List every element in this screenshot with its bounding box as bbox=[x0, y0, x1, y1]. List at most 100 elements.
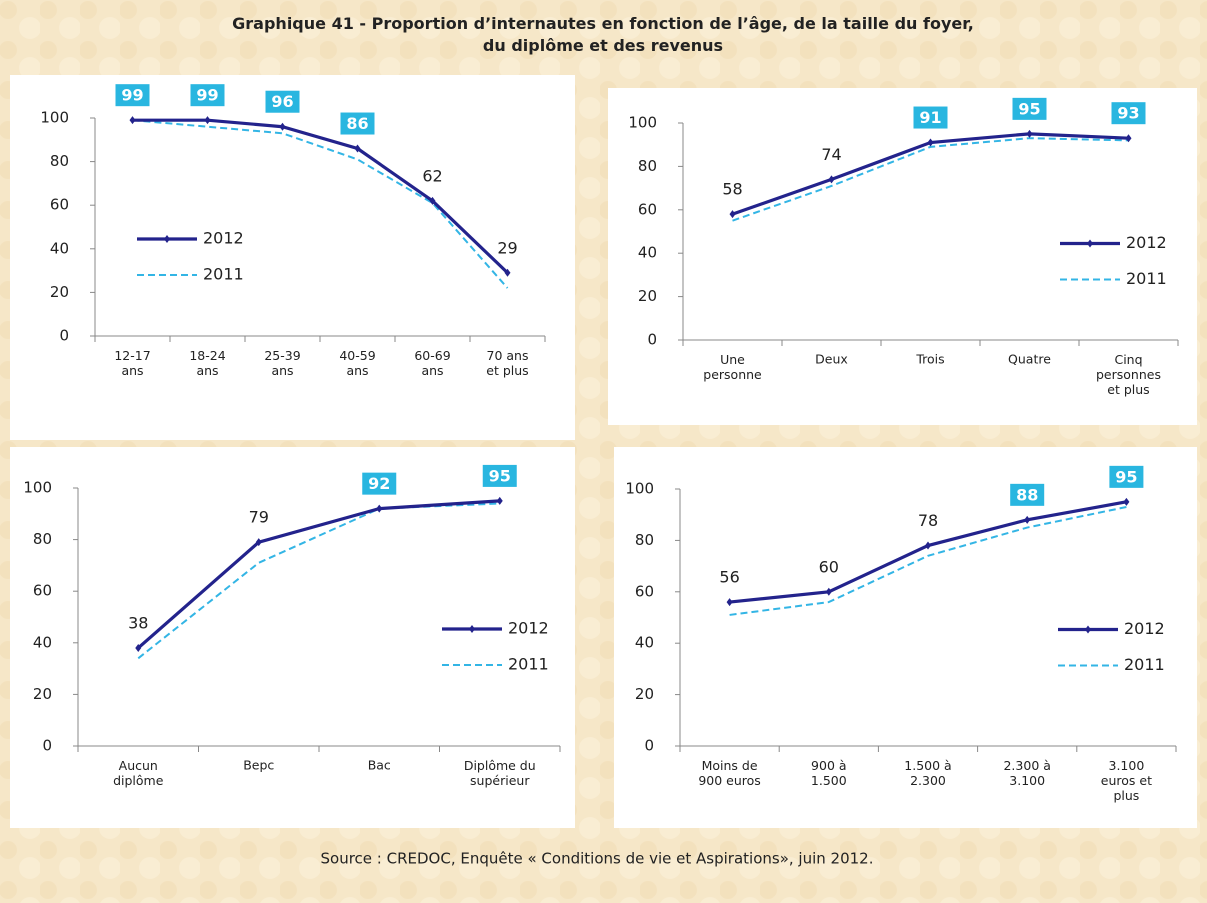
data-label: 58 bbox=[722, 180, 742, 199]
marker bbox=[129, 116, 136, 125]
legend-label: 2011 bbox=[1124, 655, 1165, 674]
data-label: 99 bbox=[121, 86, 143, 105]
y-tick-label: 100 bbox=[628, 114, 657, 132]
series-line bbox=[729, 506, 1127, 616]
y-tick-label: 100 bbox=[625, 480, 654, 498]
x-tick-label: Aucun diplôme bbox=[113, 758, 164, 788]
label-box bbox=[482, 464, 517, 487]
panel bbox=[10, 447, 575, 828]
data-label: 88 bbox=[1016, 485, 1038, 504]
y-tick-label: 100 bbox=[23, 479, 52, 497]
x-tick-label: Trois bbox=[915, 352, 944, 367]
label-box bbox=[265, 90, 300, 113]
data-label: 62 bbox=[422, 166, 442, 185]
label-box bbox=[1012, 97, 1047, 120]
legend-marker bbox=[1085, 625, 1091, 634]
x-tick-label: 2.300 à 3.100 bbox=[1003, 758, 1050, 788]
legend-label: 2012 bbox=[203, 229, 244, 248]
y-tick-label: 80 bbox=[33, 530, 52, 548]
marker bbox=[927, 138, 934, 147]
x-tick-label: Bepc bbox=[243, 758, 274, 773]
label-box bbox=[190, 84, 225, 107]
legend-label: 2011 bbox=[508, 655, 549, 674]
figure-title: Graphique 41 - Proportion d’internautes … bbox=[232, 14, 974, 55]
legend-marker bbox=[1087, 239, 1093, 248]
label-box bbox=[362, 472, 397, 495]
x-tick-label: 18-24 ans bbox=[189, 348, 225, 378]
data-label: 95 bbox=[1115, 467, 1137, 486]
marker bbox=[729, 210, 736, 219]
x-tick-label: 60-69 ans bbox=[414, 348, 450, 378]
x-tick-label: 1.500 à 2.300 bbox=[904, 758, 951, 788]
y-tick-label: 60 bbox=[33, 582, 52, 600]
data-label: 29 bbox=[497, 238, 517, 257]
y-tick-label: 0 bbox=[59, 327, 69, 345]
x-tick-label: 12-17 ans bbox=[114, 348, 150, 378]
y-tick-label: 40 bbox=[635, 634, 654, 652]
marker bbox=[828, 175, 835, 184]
x-tick-label: 40-59 ans bbox=[339, 348, 375, 378]
y-tick-label: 60 bbox=[635, 582, 654, 600]
y-tick-label: 40 bbox=[50, 239, 69, 257]
x-tick-label: Diplôme du supérieur bbox=[464, 758, 536, 788]
data-label: 95 bbox=[1018, 99, 1040, 118]
data-label: 92 bbox=[368, 474, 390, 493]
label-box bbox=[1111, 102, 1146, 125]
legend-label: 2012 bbox=[1124, 619, 1165, 638]
legend-marker bbox=[164, 235, 170, 243]
y-tick-label: 80 bbox=[638, 157, 657, 175]
label-box bbox=[340, 112, 375, 135]
marker bbox=[726, 598, 733, 607]
data-label: 95 bbox=[489, 466, 511, 485]
y-tick-label: 0 bbox=[647, 331, 657, 349]
marker bbox=[1024, 515, 1031, 524]
legend-label: 2012 bbox=[508, 619, 549, 638]
y-tick-label: 100 bbox=[40, 109, 69, 127]
data-label: 96 bbox=[271, 92, 293, 111]
y-tick-label: 80 bbox=[50, 152, 69, 170]
y-tick-label: 80 bbox=[635, 531, 654, 549]
y-tick-label: 40 bbox=[638, 244, 657, 262]
series-line bbox=[132, 119, 509, 289]
x-tick-label: 900 à 1.500 bbox=[811, 758, 847, 788]
data-label: 60 bbox=[819, 557, 839, 576]
marker bbox=[135, 643, 142, 652]
x-tick-label: 25-39 ans bbox=[264, 348, 300, 378]
marker bbox=[1123, 497, 1130, 506]
marker bbox=[255, 538, 262, 547]
marker bbox=[354, 144, 361, 153]
panel bbox=[614, 447, 1197, 828]
y-tick-label: 20 bbox=[33, 685, 52, 703]
label-box bbox=[1010, 483, 1045, 506]
y-tick-label: 40 bbox=[33, 633, 52, 651]
x-tick-label: Quatre bbox=[1008, 352, 1051, 367]
data-label: 93 bbox=[1117, 104, 1139, 123]
y-tick-label: 20 bbox=[635, 685, 654, 703]
series-line bbox=[732, 137, 1129, 222]
data-label: 74 bbox=[821, 145, 841, 164]
legend-marker bbox=[469, 625, 475, 633]
y-tick-label: 20 bbox=[638, 287, 657, 305]
data-label: 79 bbox=[249, 508, 269, 527]
data-label: 56 bbox=[719, 568, 739, 587]
y-tick-label: 60 bbox=[50, 196, 69, 214]
y-tick-label: 60 bbox=[638, 200, 657, 218]
marker bbox=[825, 587, 832, 596]
x-tick-label: Deux bbox=[815, 352, 848, 367]
legend-label: 2011 bbox=[1126, 269, 1167, 288]
marker bbox=[496, 496, 503, 505]
panel bbox=[608, 88, 1197, 425]
y-tick-label: 0 bbox=[644, 737, 654, 755]
marker bbox=[429, 196, 436, 205]
x-tick-label: Bac bbox=[368, 758, 391, 773]
y-tick-label: 20 bbox=[50, 283, 69, 301]
data-label: 78 bbox=[918, 511, 938, 530]
series-line bbox=[137, 499, 500, 650]
label-box bbox=[1109, 465, 1144, 488]
y-tick-label: 0 bbox=[42, 737, 52, 755]
x-tick-label: Une personne bbox=[703, 352, 762, 382]
series-line bbox=[132, 118, 509, 274]
x-tick-label: Cinq personnes et plus bbox=[1096, 352, 1161, 397]
x-tick-label: 70 ans et plus bbox=[486, 348, 528, 378]
